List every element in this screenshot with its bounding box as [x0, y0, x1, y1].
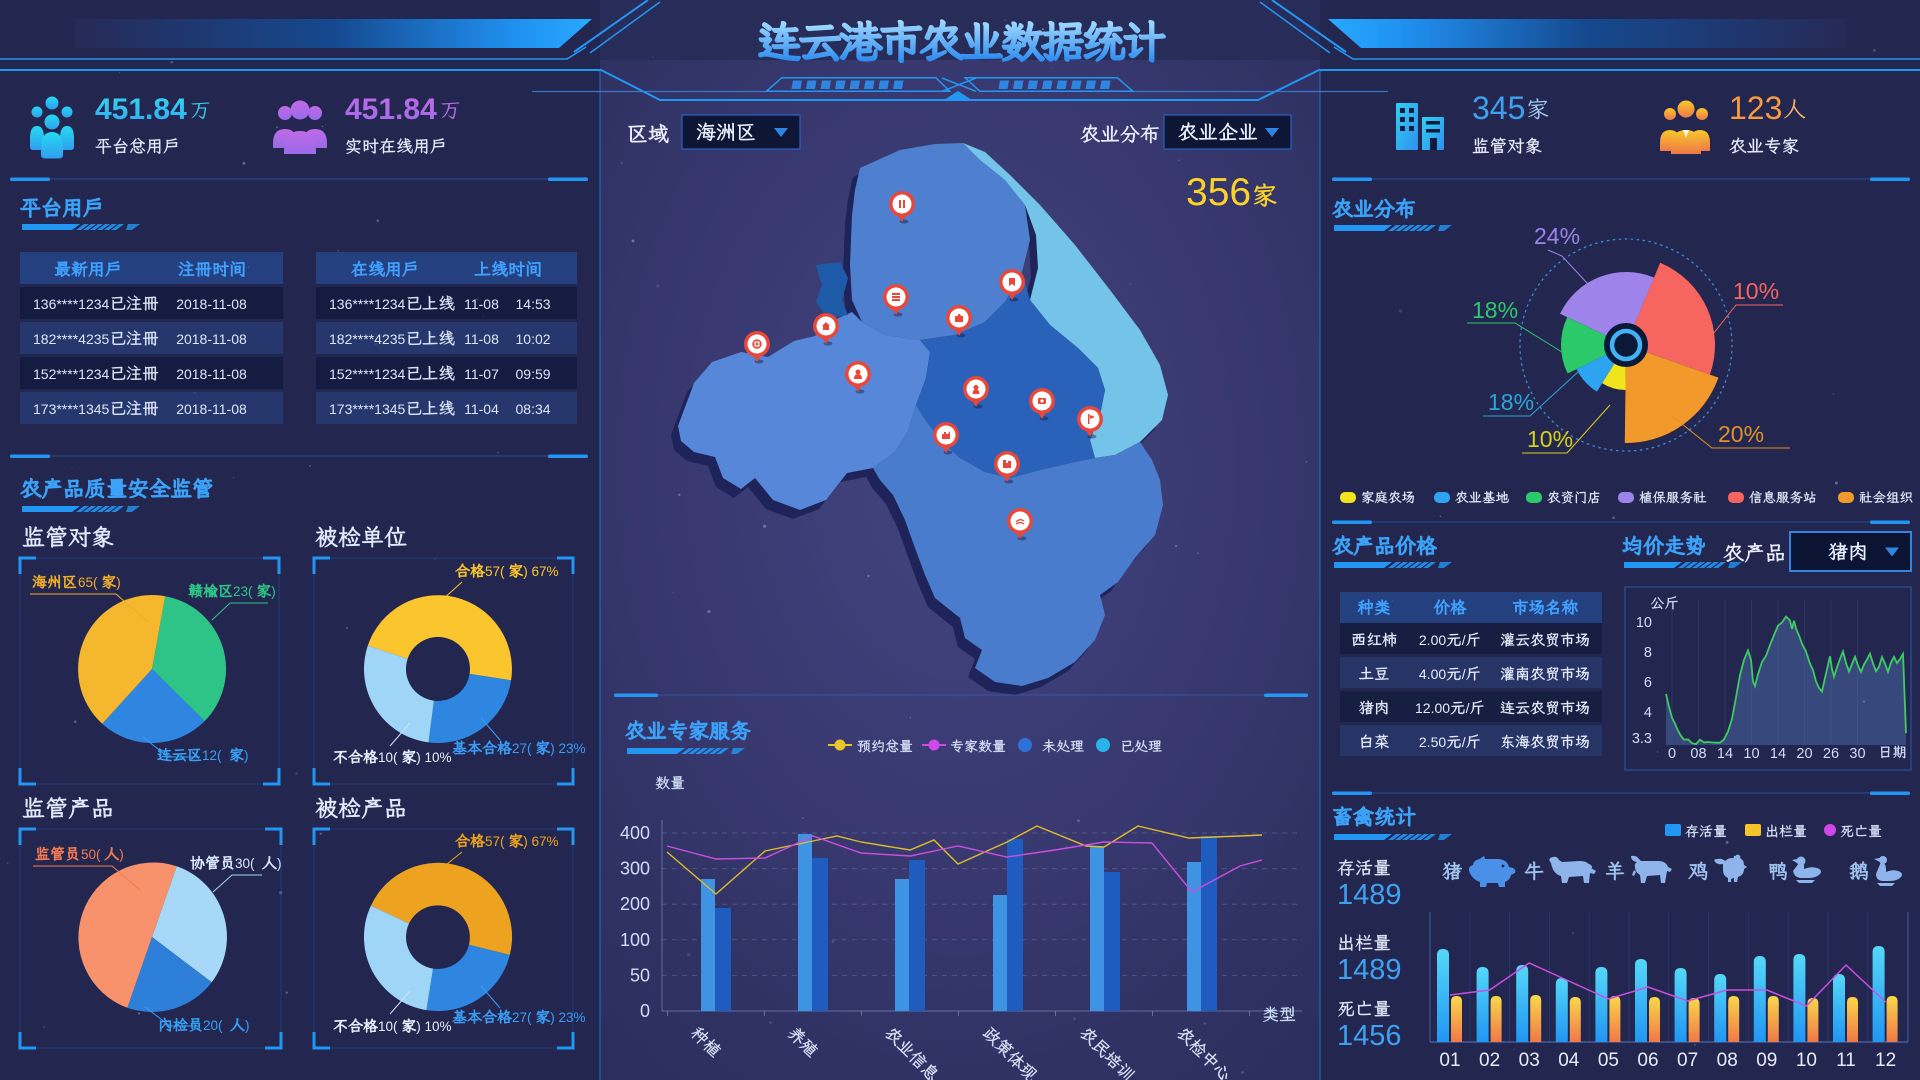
svg-text:123: 123: [1729, 90, 1782, 126]
svg-text:0: 0: [640, 1001, 650, 1021]
svg-text:2018-11-08: 2018-11-08: [176, 401, 247, 417]
svg-text:27(: 27(: [512, 741, 532, 756]
svg-text:2018-11-08: 2018-11-08: [176, 366, 247, 382]
svg-text:1456: 1456: [1337, 1020, 1402, 1052]
svg-text:26: 26: [1823, 746, 1839, 762]
svg-text:2018-11-08: 2018-11-08: [176, 296, 247, 312]
svg-text:): ): [116, 575, 121, 590]
svg-text:10(: 10(: [378, 1019, 398, 1034]
svg-text:08:34: 08:34: [516, 401, 551, 417]
svg-text:2018-11-08: 2018-11-08: [176, 331, 247, 347]
svg-text:24%: 24%: [1534, 223, 1580, 249]
svg-text:10: 10: [1796, 1050, 1817, 1071]
svg-text:18%: 18%: [1472, 297, 1518, 323]
svg-text:50: 50: [630, 965, 650, 985]
svg-text:11-08: 11-08: [464, 331, 499, 347]
svg-text:2.50: 2.50: [1419, 734, 1446, 750]
svg-text:): ): [245, 1018, 250, 1033]
svg-text:09:59: 09:59: [516, 366, 551, 382]
svg-text:11: 11: [1836, 1050, 1856, 1071]
svg-text:): ): [119, 847, 124, 862]
svg-text:0: 0: [1668, 746, 1676, 762]
svg-text:1489: 1489: [1337, 879, 1402, 911]
svg-text:) 67%: ) 67%: [523, 564, 558, 579]
svg-text:06: 06: [1637, 1050, 1658, 1071]
svg-text:1489: 1489: [1337, 954, 1402, 986]
svg-text:10:02: 10:02: [516, 331, 551, 347]
svg-text:14:53: 14:53: [516, 296, 551, 312]
svg-text:05: 05: [1598, 1050, 1619, 1071]
svg-text:400: 400: [620, 823, 650, 843]
svg-text:10%: 10%: [1527, 426, 1573, 452]
svg-text:451.84: 451.84: [95, 93, 187, 126]
svg-text:100: 100: [620, 930, 650, 950]
svg-text:/: /: [1462, 632, 1466, 648]
svg-text:14: 14: [1717, 746, 1733, 762]
svg-text:): ): [271, 584, 276, 599]
svg-text:136****1234: 136****1234: [33, 296, 110, 312]
svg-text:20(: 20(: [203, 1018, 223, 1033]
svg-text:09: 09: [1756, 1050, 1777, 1071]
svg-text:) 23%: ) 23%: [550, 741, 585, 756]
svg-text:50(: 50(: [81, 847, 101, 862]
svg-text:04: 04: [1558, 1050, 1580, 1071]
svg-text:57(: 57(: [485, 834, 505, 849]
svg-text:173****1345: 173****1345: [33, 401, 110, 417]
svg-text:152****1234: 152****1234: [33, 366, 110, 382]
svg-text:08: 08: [1717, 1050, 1738, 1071]
svg-text:12.00: 12.00: [1415, 700, 1450, 716]
svg-text:8: 8: [1644, 645, 1652, 661]
svg-text:11-08: 11-08: [464, 296, 499, 312]
svg-text:345: 345: [1472, 90, 1525, 126]
svg-text:200: 200: [620, 894, 650, 914]
svg-text:152****1234: 152****1234: [329, 366, 406, 382]
svg-text:300: 300: [620, 859, 650, 879]
svg-text:182****4235: 182****4235: [33, 331, 110, 347]
svg-text:11-07: 11-07: [464, 366, 499, 382]
svg-text:12(: 12(: [202, 748, 222, 763]
svg-text:14: 14: [1770, 746, 1786, 762]
svg-text:/: /: [1462, 666, 1466, 682]
svg-text:20: 20: [1796, 746, 1812, 762]
svg-text:182****4235: 182****4235: [329, 331, 406, 347]
svg-text:10: 10: [1743, 746, 1759, 762]
svg-text:2.00: 2.00: [1419, 632, 1446, 648]
svg-text:12: 12: [1875, 1050, 1896, 1071]
svg-text:10%: 10%: [1733, 278, 1779, 304]
svg-text:02: 02: [1479, 1050, 1500, 1071]
svg-text:136****1234: 136****1234: [329, 296, 406, 312]
svg-text:) 23%: ) 23%: [550, 1010, 585, 1025]
svg-text:10(: 10(: [378, 750, 398, 765]
svg-text:/: /: [1466, 700, 1470, 716]
svg-text:) 67%: ) 67%: [523, 834, 558, 849]
svg-text:356: 356: [1186, 171, 1251, 214]
svg-text:) 10%: ) 10%: [416, 1019, 451, 1034]
svg-text:11-04: 11-04: [464, 401, 499, 417]
svg-text:03: 03: [1519, 1050, 1540, 1071]
svg-text:) 10%: ) 10%: [416, 750, 451, 765]
svg-text:6: 6: [1644, 675, 1652, 691]
svg-text:): ): [244, 748, 249, 763]
svg-text:07: 07: [1677, 1050, 1698, 1071]
svg-text:01: 01: [1439, 1050, 1460, 1071]
svg-text:18%: 18%: [1488, 389, 1534, 415]
svg-text:30(: 30(: [235, 856, 255, 871]
svg-text:30: 30: [1849, 746, 1865, 762]
svg-text:173****1345: 173****1345: [329, 401, 406, 417]
svg-text:/: /: [1462, 734, 1466, 750]
svg-text:3.3: 3.3: [1632, 731, 1652, 747]
svg-text:23(: 23(: [233, 584, 253, 599]
svg-text:27(: 27(: [512, 1010, 532, 1025]
svg-text:57(: 57(: [485, 564, 505, 579]
svg-text:): ): [277, 856, 282, 871]
svg-text:4: 4: [1644, 705, 1652, 721]
svg-text:20%: 20%: [1718, 421, 1764, 447]
svg-text:08: 08: [1690, 746, 1706, 762]
svg-text:10: 10: [1636, 615, 1652, 631]
svg-text:4.00: 4.00: [1419, 666, 1446, 682]
svg-text:65(: 65(: [78, 575, 98, 590]
svg-text:451.84: 451.84: [345, 93, 437, 126]
